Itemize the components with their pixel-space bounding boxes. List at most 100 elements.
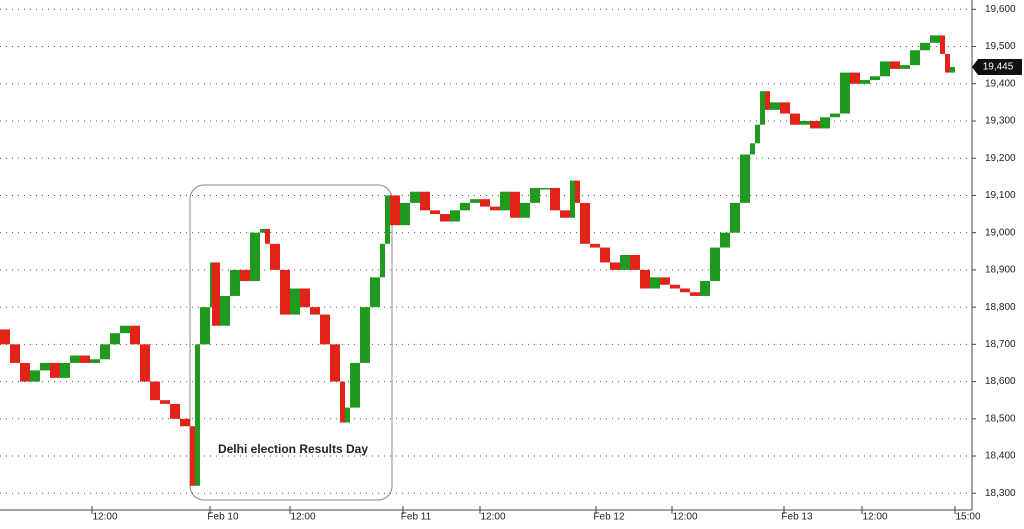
candle [730, 202, 740, 233]
candle [490, 206, 500, 211]
y-tick-label: 19,200 [985, 153, 1016, 164]
candle [600, 247, 610, 263]
x-tick-label: 15:00 [955, 512, 980, 523]
candle [300, 288, 310, 308]
candle [755, 124, 760, 144]
candle [790, 113, 800, 125]
candle [560, 210, 570, 218]
candle [900, 65, 910, 69]
candle [120, 325, 130, 334]
y-tick-label: 18,800 [985, 302, 1016, 313]
candle [260, 228, 265, 233]
x-tick-label: Feb 13 [781, 512, 813, 523]
candle [820, 117, 830, 129]
candle [540, 187, 550, 190]
candle [60, 362, 70, 378]
candle [810, 120, 820, 129]
candle [870, 76, 880, 81]
y-tick-label: 18,700 [985, 339, 1016, 350]
candle [660, 277, 670, 285]
x-tick-label: 12:00 [862, 512, 887, 523]
candle [690, 292, 700, 296]
candle [620, 255, 630, 270]
candle [740, 154, 750, 203]
candle [680, 288, 690, 293]
y-tick-label: 19,400 [985, 78, 1016, 89]
candle [150, 381, 160, 401]
candle [170, 403, 180, 419]
x-tick-label: 12:00 [480, 512, 505, 523]
candle [200, 307, 210, 345]
candle [212, 262, 220, 326]
candle [350, 362, 360, 408]
candle [750, 143, 755, 155]
candle [440, 214, 450, 222]
candle [265, 228, 270, 244]
candle [765, 91, 770, 110]
candle [500, 191, 510, 211]
candle [550, 187, 560, 211]
candle [385, 195, 390, 244]
y-tick-label: 19,100 [985, 190, 1016, 201]
price-flag [972, 59, 1022, 76]
candle [40, 362, 50, 371]
candle [510, 191, 520, 218]
candle [570, 180, 575, 218]
candle [950, 67, 955, 73]
candle [420, 191, 430, 211]
annotation: Delhi election Results Day [218, 442, 368, 456]
candle [330, 344, 340, 382]
candle [400, 202, 410, 226]
candle [345, 407, 350, 423]
x-tick-label: 12:00 [92, 512, 117, 523]
y-tick-label: 19,300 [985, 116, 1016, 127]
candle [530, 187, 540, 203]
candle [370, 277, 380, 308]
candle [110, 333, 120, 345]
candle [830, 113, 840, 118]
candle [230, 269, 240, 296]
candle [130, 325, 140, 345]
candle [575, 180, 580, 203]
y-tick-label: 19,000 [985, 227, 1016, 238]
candle [800, 120, 810, 125]
y-tick-label: 19,600 [985, 4, 1016, 15]
candle [390, 195, 400, 226]
candle [340, 381, 345, 423]
candle [320, 314, 330, 345]
candle [90, 359, 100, 363]
candle [310, 307, 320, 315]
candle [195, 344, 200, 486]
candle [920, 42, 930, 51]
candle [850, 72, 860, 84]
candle [840, 72, 850, 114]
candle [470, 199, 480, 203]
candle [380, 243, 385, 278]
y-tick-label: 18,600 [985, 376, 1016, 387]
candle [650, 277, 660, 289]
x-tick-label: 12:00 [672, 512, 697, 523]
candle [760, 91, 765, 125]
candle [710, 247, 720, 282]
candle [290, 288, 300, 315]
candle [0, 329, 10, 345]
y-tick-label: 18,400 [985, 451, 1016, 462]
candle [270, 243, 280, 270]
candle [80, 355, 90, 363]
candle [20, 362, 30, 382]
candle [610, 262, 620, 270]
candle [280, 269, 290, 315]
candle [410, 191, 420, 203]
candle [670, 284, 680, 289]
candle [50, 362, 60, 378]
candle [590, 243, 600, 248]
candle [480, 199, 490, 207]
y-tick-label: 18,300 [985, 488, 1016, 499]
candle [640, 269, 650, 289]
candle [140, 344, 150, 382]
candle [930, 35, 940, 43]
candle [460, 202, 470, 211]
candle [360, 307, 370, 363]
y-tick-label: 19,500 [985, 41, 1016, 52]
